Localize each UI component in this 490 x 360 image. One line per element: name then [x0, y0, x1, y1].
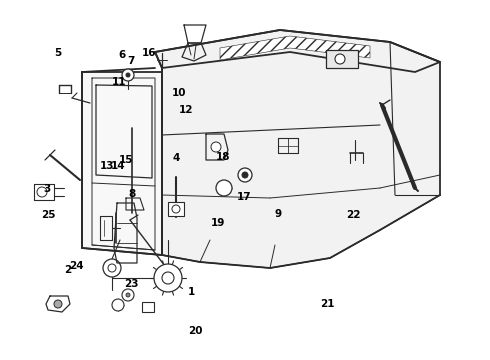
Polygon shape	[155, 30, 440, 72]
Circle shape	[122, 69, 134, 81]
Circle shape	[162, 272, 174, 284]
Circle shape	[242, 172, 248, 178]
Circle shape	[172, 205, 180, 213]
Text: 18: 18	[216, 152, 230, 162]
Text: 15: 15	[119, 155, 134, 165]
Circle shape	[108, 264, 116, 272]
Circle shape	[216, 180, 232, 196]
Polygon shape	[82, 72, 162, 255]
Text: 22: 22	[346, 210, 361, 220]
Circle shape	[37, 187, 47, 197]
Bar	[326, 50, 358, 68]
Text: 23: 23	[124, 279, 139, 289]
Text: 21: 21	[320, 299, 335, 309]
Text: 17: 17	[237, 192, 251, 202]
Text: 25: 25	[41, 210, 55, 220]
Bar	[168, 202, 184, 216]
Circle shape	[211, 142, 221, 152]
Polygon shape	[155, 30, 440, 268]
Polygon shape	[220, 36, 370, 60]
Circle shape	[238, 168, 252, 182]
Text: 12: 12	[179, 105, 194, 115]
Text: 7: 7	[127, 56, 135, 66]
Text: 4: 4	[172, 153, 180, 163]
Text: 20: 20	[188, 326, 202, 336]
Text: 13: 13	[99, 161, 114, 171]
Text: 3: 3	[43, 184, 50, 194]
Circle shape	[103, 259, 121, 277]
Text: 9: 9	[275, 209, 282, 219]
Bar	[142, 302, 154, 312]
Circle shape	[122, 289, 134, 301]
Circle shape	[335, 54, 345, 64]
Text: 14: 14	[111, 161, 126, 171]
Text: 19: 19	[211, 218, 225, 228]
Text: 6: 6	[118, 50, 125, 60]
Circle shape	[54, 300, 62, 308]
Text: 1: 1	[188, 287, 195, 297]
Text: 16: 16	[142, 48, 157, 58]
Text: 8: 8	[129, 189, 136, 199]
Circle shape	[126, 293, 130, 297]
Circle shape	[112, 299, 124, 311]
Text: 10: 10	[172, 88, 186, 98]
Circle shape	[126, 73, 130, 77]
Text: 5: 5	[54, 48, 61, 58]
Text: 24: 24	[69, 261, 83, 271]
Text: 2: 2	[64, 265, 71, 275]
Text: 11: 11	[111, 77, 126, 87]
Circle shape	[154, 264, 182, 292]
